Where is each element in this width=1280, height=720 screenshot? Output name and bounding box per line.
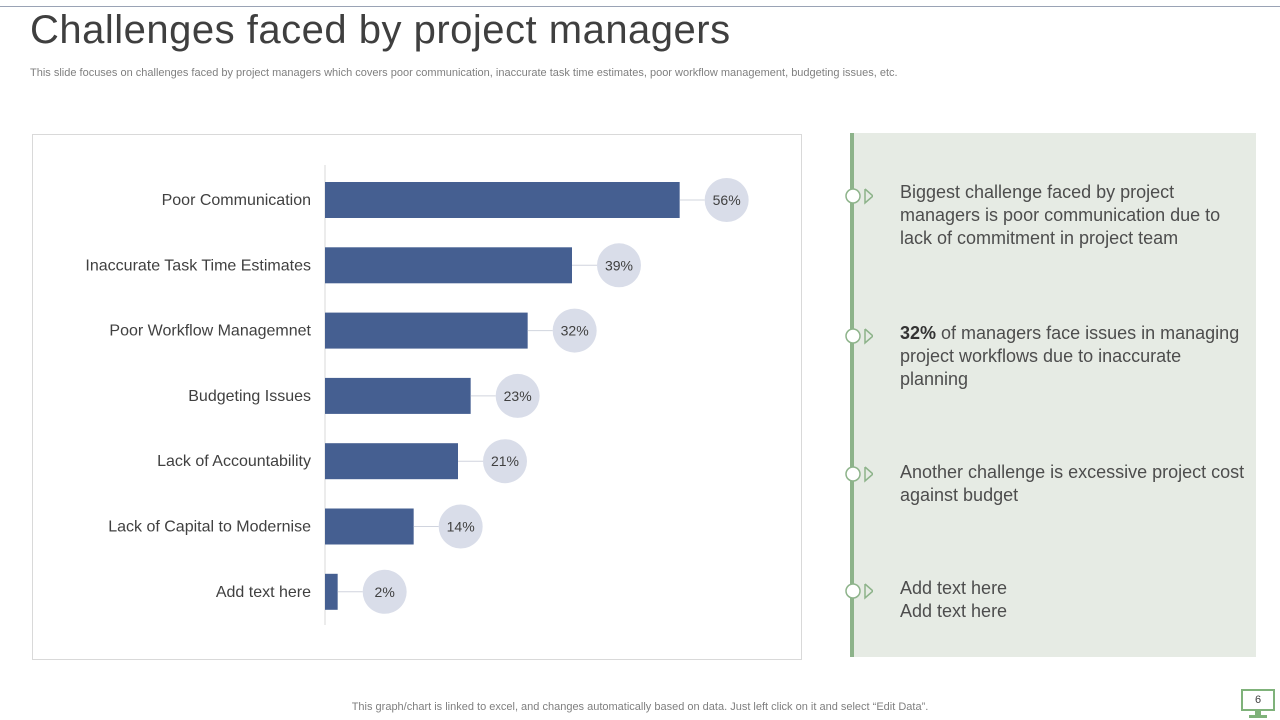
info-item-4-line2: Add text here [900, 601, 1008, 621]
value-label: 23% [504, 388, 532, 404]
category-label: Budgeting Issues [188, 388, 311, 405]
timeline-marker-icon [845, 466, 873, 483]
page-title: Challenges faced by project managers [30, 8, 731, 52]
top-rule [0, 6, 1280, 7]
bar[interactable] [325, 443, 458, 480]
value-bubble [362, 569, 407, 614]
value-bubble [597, 243, 641, 288]
timeline-marker-icon [845, 328, 873, 345]
bar[interactable] [325, 377, 471, 414]
category-label: Inaccurate Task Time Estimates [85, 257, 311, 274]
value-bubble [483, 439, 527, 484]
info-item-1: Biggest challenge faced by project manag… [900, 182, 1221, 248]
value-bubble [495, 373, 540, 418]
bar-chart[interactable]: Poor Communication 56% Inaccurate Task Tim… [32, 134, 802, 660]
info-item-2-text: of managers face issues in managing proj… [900, 323, 1240, 389]
value-label: 32% [561, 323, 589, 339]
timeline-marker-icon [845, 583, 873, 600]
info-item-2-highlight: 32% [900, 323, 937, 343]
monitor-stand-icon [1255, 711, 1261, 716]
bar[interactable] [325, 312, 528, 349]
category-label: Add text here [216, 584, 311, 601]
page-number: 6 [1241, 689, 1275, 711]
value-label: 56% [713, 192, 741, 208]
category-label: Poor Communication [162, 192, 311, 209]
footer-note: This graph/chart is linked to excel, and… [351, 701, 929, 713]
info-item-4: Add text here Add text here [900, 577, 1245, 623]
bar[interactable] [325, 247, 572, 284]
timeline-marker-icon [845, 188, 873, 205]
bar[interactable] [325, 182, 680, 218]
value-label: 2% [375, 584, 395, 600]
category-label: Poor Workflow Managemnet [109, 323, 311, 340]
category-label: Lack of Accountability [157, 453, 311, 470]
info-panel [850, 133, 1256, 657]
bar[interactable] [325, 508, 414, 545]
monitor-base-icon [1249, 715, 1267, 718]
page-subtitle: This slide focuses on challenges faced b… [30, 67, 898, 79]
bar[interactable] [325, 573, 338, 610]
value-bubble [438, 504, 483, 549]
value-label: 39% [605, 257, 633, 273]
value-bubble [704, 178, 749, 222]
category-label: Lack of Capital to Modernise [108, 519, 311, 536]
bar-chart-canvas: Poor Communication 56% Inaccurate Task Tim… [85, 165, 749, 625]
info-timeline-line [850, 133, 854, 657]
info-item-4-line1: Add text here [900, 578, 1008, 598]
info-item-2: 32% of managers face issues in managing … [900, 322, 1245, 391]
value-bubble [552, 308, 597, 353]
info-item-3: Another challenge is excessive project c… [900, 462, 1245, 505]
value-label: 14% [447, 519, 475, 535]
value-label: 21% [491, 453, 519, 469]
